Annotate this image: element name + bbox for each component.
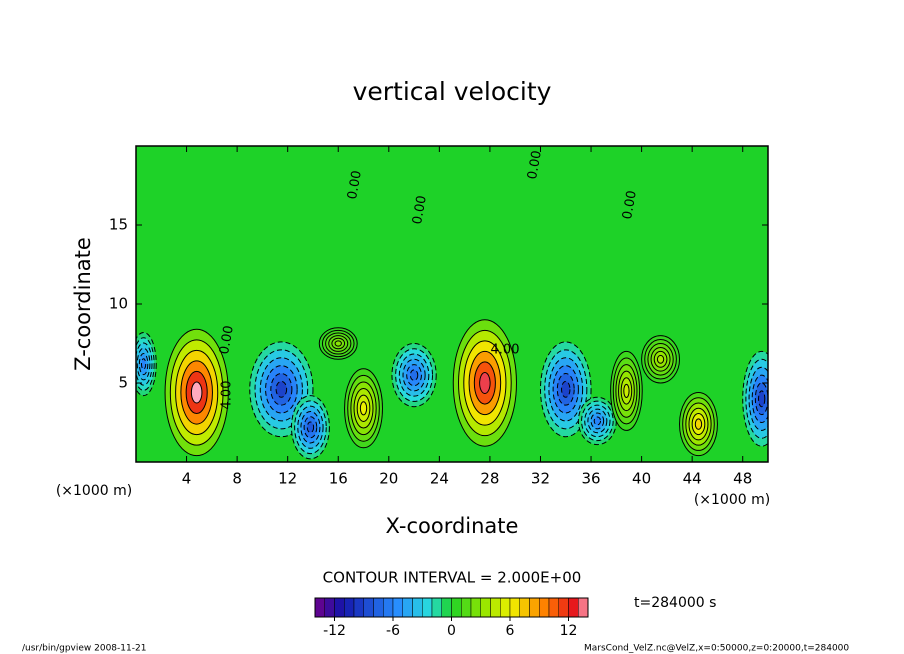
footer-right: MarsCond_VelZ.nc@VelZ,x=0:50000,z=0:2000… xyxy=(584,644,849,654)
x-tick-label: 32 xyxy=(531,470,550,488)
contour-label: 0.00 xyxy=(345,169,365,200)
cell xyxy=(694,418,703,430)
colorbar-cell xyxy=(422,597,433,618)
x-tick-label: 12 xyxy=(278,470,297,488)
colorbar-cell xyxy=(470,597,481,618)
colorbar-cell xyxy=(539,597,550,618)
colorbar-cell xyxy=(344,597,355,618)
colorbar-cell xyxy=(519,597,530,618)
cell xyxy=(275,380,288,398)
colorbar-cell xyxy=(363,597,374,618)
colorbar-cell xyxy=(461,597,472,618)
y-axis-label: Z-coordinate xyxy=(71,237,95,371)
colorbar-cell xyxy=(490,597,501,618)
colorbar-cell xyxy=(558,597,569,618)
colorbar-cell xyxy=(383,597,394,618)
colorbar-cell xyxy=(509,597,520,618)
time-label: t=284000 s xyxy=(634,595,716,611)
contour-label: 0.00 xyxy=(525,149,545,180)
colorbar-cell xyxy=(353,597,364,618)
cell xyxy=(334,340,342,347)
colorbar-tick-label: 12 xyxy=(560,623,578,639)
colorbar-cell xyxy=(373,597,384,618)
colorbar-cell xyxy=(568,597,579,618)
x-tick-label: 44 xyxy=(683,470,702,488)
colorbar-cell xyxy=(500,597,511,618)
colorbar-cell xyxy=(392,597,403,618)
colorbar-cell xyxy=(578,597,589,618)
colorbar-cell xyxy=(548,597,559,618)
x-tick-label: 36 xyxy=(581,470,600,488)
colorbar-tick-label: -12 xyxy=(323,623,346,639)
colorbar-cell xyxy=(324,597,335,618)
cell xyxy=(656,354,665,364)
cell xyxy=(758,390,766,408)
colorbar-cell xyxy=(402,597,413,618)
field xyxy=(136,146,768,462)
contour-label: 4.00 xyxy=(491,343,520,358)
contour-label: 0.00 xyxy=(620,189,640,220)
chart-title: vertical velocity xyxy=(353,77,552,106)
contour-interval: CONTOUR INTERVAL = 2.000E+00 xyxy=(323,569,582,587)
cell xyxy=(359,401,368,416)
colorbar-cell xyxy=(451,597,462,618)
contour-label: 0.00 xyxy=(217,324,237,355)
cell xyxy=(593,416,602,426)
x-tick-label: 48 xyxy=(733,470,752,488)
x-unit: (×1000 m) xyxy=(694,492,770,508)
x-tick-label: 24 xyxy=(430,470,449,488)
colorbar-cell xyxy=(334,597,345,618)
x-tick-label: 40 xyxy=(632,470,651,488)
cell xyxy=(140,358,147,370)
x-tick-label: 20 xyxy=(379,470,398,488)
colorbar-cell xyxy=(480,597,491,618)
cell xyxy=(409,369,419,381)
y-tick-label: 15 xyxy=(109,216,128,234)
colorbar-tick-label: -6 xyxy=(386,623,400,639)
colorbar-cell xyxy=(314,597,325,618)
contour-label: 0.00 xyxy=(410,194,430,225)
colorbar-tick-label: 6 xyxy=(506,623,515,639)
colorbar-cell xyxy=(431,597,442,618)
colorbar-cell xyxy=(412,597,423,618)
cell xyxy=(190,381,203,404)
footer-left: /usr/bin/gpview 2008-11-21 xyxy=(22,644,146,654)
x-tick-label: 16 xyxy=(329,470,348,488)
cell xyxy=(306,421,315,434)
y-unit: (×1000 m) xyxy=(56,483,132,499)
colorbar-cell xyxy=(441,597,452,618)
cell xyxy=(623,383,630,398)
contour-label: 4.00 xyxy=(220,381,235,410)
cell xyxy=(479,371,491,395)
x-tick-label: 8 xyxy=(232,470,242,488)
x-tick-label: 28 xyxy=(480,470,499,488)
x-tick-label: 4 xyxy=(182,470,192,488)
x-axis-label: X-coordinate xyxy=(386,514,519,538)
cell xyxy=(561,380,571,398)
field-background xyxy=(136,146,768,462)
colorbar-tick-label: 0 xyxy=(447,623,456,639)
colorbar-cell xyxy=(529,597,540,618)
y-tick-label: 5 xyxy=(118,374,128,392)
y-tick-label: 10 xyxy=(109,295,128,313)
